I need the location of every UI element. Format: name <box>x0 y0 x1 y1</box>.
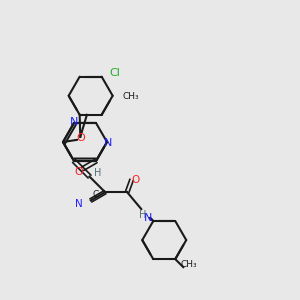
Text: N: N <box>104 138 112 148</box>
Text: H: H <box>139 210 146 220</box>
Text: C: C <box>93 190 99 199</box>
Text: O: O <box>74 167 83 177</box>
Text: N: N <box>144 213 152 223</box>
Text: N: N <box>75 200 83 209</box>
Text: O: O <box>131 175 140 185</box>
Text: CH₃: CH₃ <box>180 260 197 268</box>
Text: N: N <box>70 117 78 127</box>
Text: CH₃: CH₃ <box>123 92 139 101</box>
Text: O: O <box>76 133 85 143</box>
Text: H: H <box>94 168 101 178</box>
Text: Cl: Cl <box>110 68 121 78</box>
